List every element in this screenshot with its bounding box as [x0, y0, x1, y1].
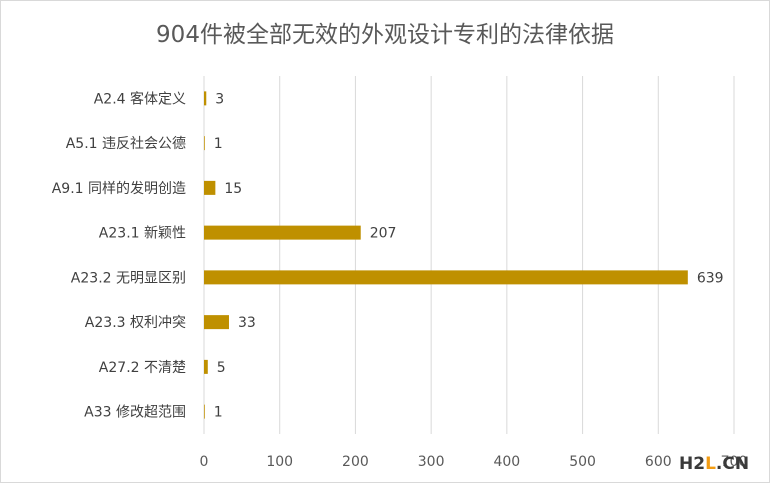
bar-4 — [204, 270, 688, 285]
data-label-6: 5 — [217, 360, 226, 376]
category-labels: A2.4 客体定义 A5.1 违反社会公德 A9.1 同样的发明创造 A23.1 新颖… — [52, 90, 186, 420]
x-tick-label-4: 400 — [493, 454, 520, 470]
x-tick-label-2: 200 — [342, 454, 369, 470]
bar-6 — [204, 359, 208, 374]
watermark-l: L — [705, 454, 716, 474]
x-tick-label-1: 100 — [266, 454, 293, 470]
gridlines — [203, 76, 735, 434]
data-label-3: 207 — [370, 226, 397, 242]
x-tick-label-0: 0 — [200, 454, 209, 470]
data-label-4: 639 — [697, 270, 724, 286]
category-label-7: A33 修改超范围 — [84, 404, 186, 421]
category-label-5: A23.3 权利冲突 — [85, 315, 186, 331]
watermark-h2: H2 — [679, 454, 705, 474]
data-label-5: 33 — [238, 315, 256, 331]
category-label-2: A9.1 同样的发明创造 — [52, 181, 186, 197]
bar-3 — [204, 225, 361, 240]
svg-text:H2L.CN: H2L.CN — [679, 454, 749, 474]
bar-0 — [204, 91, 207, 106]
x-tick-label-6: 600 — [645, 454, 672, 470]
x-axis-tick-labels: 0 100 200 300 400 500 600 700 — [200, 454, 748, 470]
x-tick-label-5: 500 — [569, 454, 596, 470]
bar-1 — [204, 136, 205, 151]
bar-2 — [204, 180, 216, 195]
category-label-0: A2.4 客体定义 — [94, 90, 186, 107]
data-label-1: 1 — [214, 136, 223, 152]
watermark-cn: .CN — [716, 454, 749, 474]
bar-7 — [204, 404, 205, 419]
bars — [204, 91, 688, 419]
category-label-4: A23.2 无明显区别 — [71, 270, 186, 286]
data-labels: 3 1 15 207 639 33 5 1 — [214, 91, 724, 420]
category-label-6: A27.2 不清楚 — [99, 360, 186, 376]
x-tick-label-7: 700 — [721, 454, 748, 470]
data-label-7: 1 — [214, 405, 223, 421]
data-label-2: 15 — [224, 181, 242, 197]
category-label-1: A5.1 违反社会公德 — [66, 136, 186, 152]
bar-5 — [204, 315, 229, 330]
chart-title: 904件被全部无效的外观设计专利的法律依据 — [156, 22, 614, 48]
category-label-3: A23.1 新颖性 — [99, 226, 186, 242]
x-tick-label-3: 300 — [418, 454, 445, 470]
data-label-0: 3 — [215, 91, 224, 107]
h2l-watermark-logo: H2L.CN — [679, 454, 749, 474]
